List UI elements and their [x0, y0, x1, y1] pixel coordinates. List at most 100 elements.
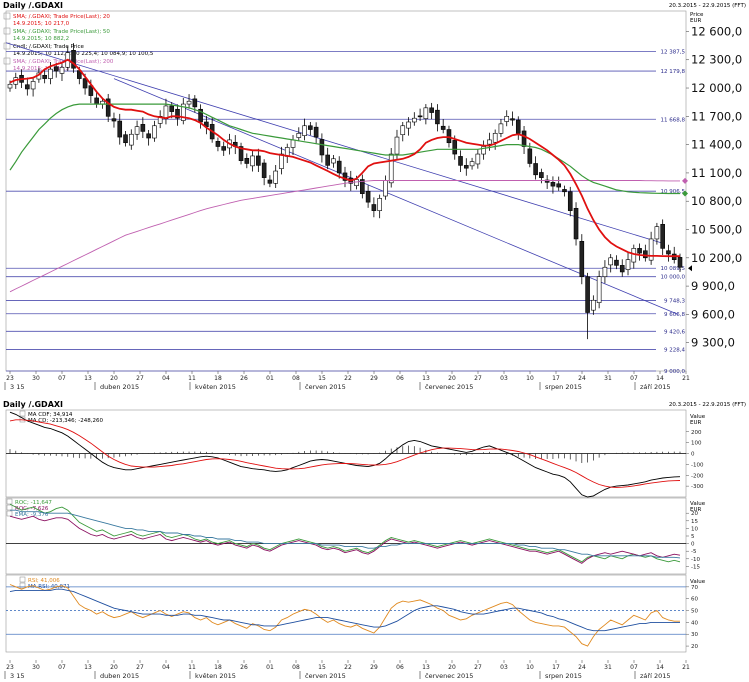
candle-down — [53, 66, 59, 72]
candle-up — [631, 248, 637, 263]
candle-up — [302, 125, 307, 136]
y-tick-label: 100 — [691, 441, 702, 447]
candle-up — [504, 116, 510, 122]
candle-down — [111, 118, 117, 122]
y-tick-label: 9 300,0 — [691, 336, 735, 350]
x-tick-label: 22 — [344, 375, 352, 382]
legend-roc1: ROC; -11,647 — [15, 500, 52, 506]
y-tick-label: 10 200,0 — [691, 251, 742, 265]
candle-down — [371, 204, 377, 211]
x-tick-label: 23 — [6, 375, 14, 382]
date-range: 20.3.2015 - 22.9.2015 (FFT) — [669, 3, 746, 9]
price-unit-title: Price — [690, 12, 704, 18]
x-tick-label: 27 — [474, 664, 482, 671]
candle-down — [550, 182, 556, 187]
chart-title: Daily /.GDAXI — [3, 1, 63, 10]
y-tick-label: 11 400,0 — [691, 138, 742, 152]
candle-down — [42, 74, 47, 79]
candle-up — [134, 126, 140, 135]
x-tick-label: 14 — [656, 375, 664, 382]
legend-candle-value: 14.9.2015; 10 112,9; 10 225,4; 10 084,9;… — [13, 51, 154, 57]
x-tick-label: 06 — [396, 375, 404, 382]
candle-up — [59, 66, 65, 74]
x-tick-label: 01 — [266, 375, 274, 382]
x-tick-label: 18 — [214, 375, 222, 382]
macd-panel: 200 100 0 -100 -200 -300 — [5, 409, 704, 498]
candle-down — [123, 134, 128, 144]
candle-down — [521, 130, 527, 147]
candle-up — [475, 153, 481, 165]
candle-up — [648, 238, 654, 261]
month-label: květen 2015 — [195, 383, 236, 391]
y-tick-label: 12 600,0 — [691, 24, 742, 38]
x-tick-label: 11 — [188, 375, 196, 382]
time-axes: 23 30 07 13 20 27 04 11 18 26 01 08 15 22 29 06 13 20 27 03… — [4, 371, 690, 680]
rsi-legend: RSI; 41,006 MA RSI; 40,071 — [19, 576, 70, 590]
macd-line — [9, 411, 681, 498]
candle-down — [562, 189, 567, 193]
x-tick-label: 27 — [136, 375, 144, 382]
x-tick-label: 20 — [448, 375, 456, 382]
candle-up — [608, 257, 613, 266]
candle-up — [279, 153, 284, 169]
rsi-value-title: Value — [690, 579, 706, 585]
candle-down — [452, 140, 458, 155]
candle-down — [556, 183, 562, 188]
candle-down — [256, 155, 261, 166]
candle-down — [619, 265, 625, 273]
x-tick-label: 24 — [578, 664, 586, 671]
roc-value-unit: EUR — [690, 507, 702, 513]
rsi-ma-line — [9, 588, 680, 632]
candle-down — [308, 125, 313, 130]
candle-up — [492, 133, 498, 143]
legend-sma20: SMA; /.GDAXI; Trade Price(Last); 20 — [13, 14, 110, 20]
y-tick-label: -100 — [691, 462, 704, 468]
candle-down — [539, 172, 544, 178]
candle-down — [573, 207, 579, 240]
candle-up — [296, 133, 302, 138]
y-tick-label: 60 — [691, 597, 698, 603]
y-tick-label: -200 — [691, 473, 704, 479]
x-tick-label: 06 — [396, 664, 404, 671]
y-tick-label: 10 800,0 — [691, 194, 742, 208]
candle-down — [319, 139, 325, 156]
y-tick-label: 11 700,0 — [691, 109, 742, 123]
main-legend: SMA; /.GDAXI; Trade Price(Last); 20 14.9… — [3, 12, 154, 72]
candle-down — [579, 241, 585, 277]
candle-down — [614, 259, 619, 266]
x-tick-label: 15 — [318, 664, 326, 671]
date-range-lower: 20.3.2015 - 22.9.2015 (FFT) — [669, 402, 746, 408]
month-label: duben 2015 — [100, 672, 139, 680]
legend-ema: EMA; -9,376 — [15, 512, 49, 518]
roc-line-2 — [9, 515, 681, 564]
x-tick-label: 10 — [526, 375, 534, 382]
candle-down — [463, 165, 469, 169]
y-tick-label: -10 — [691, 557, 700, 563]
legend-roc2: ROC; -7,626 — [15, 506, 49, 512]
candle-down — [25, 84, 30, 90]
x-tick-label: 27 — [474, 375, 482, 382]
candle-down — [313, 126, 319, 138]
candle-up — [481, 146, 486, 155]
x-tick-label: 03 — [500, 664, 508, 671]
candle-down — [342, 172, 348, 181]
y-tick-label: 20 — [691, 511, 698, 517]
x-tick-label: 10 — [526, 664, 534, 671]
x-tick-label: 27 — [136, 664, 144, 671]
candle-down — [360, 179, 365, 194]
month-label: září 2015 — [640, 672, 670, 680]
x-tick-label: 04 — [162, 664, 170, 671]
candle-down — [446, 129, 452, 144]
candle-up — [128, 133, 134, 146]
roc-legend: ROC; -11,647 ROC; -7,626 EMA; -9,376 — [6, 498, 52, 518]
candle-down — [238, 146, 244, 161]
y-tick-label: 200 — [691, 430, 702, 436]
y-tick-label: 12 300,0 — [691, 53, 742, 67]
y-tick-label: 30 — [691, 632, 698, 638]
candle-up — [591, 299, 596, 311]
candle-up — [273, 170, 278, 184]
candle-up — [157, 116, 163, 124]
candle-down — [544, 179, 550, 183]
level-label: 9 000,0 — [664, 369, 685, 375]
candle-up — [602, 266, 608, 277]
